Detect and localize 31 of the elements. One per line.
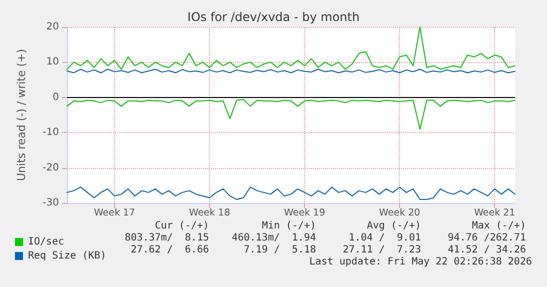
text: Avg (-/+) <box>366 220 421 232</box>
text: Last update: Fri May 22 02:26:38 2026 <box>309 256 532 268</box>
line-series <box>66 26 516 70</box>
y-tick-label: -20 <box>42 162 59 174</box>
text: 803.37m/ 8.15 <box>124 232 209 244</box>
text: Max (-/+) <box>472 220 526 232</box>
text: 94.76 /262.71 <box>448 232 526 244</box>
y-tick-label: 10 <box>46 56 59 68</box>
text: Cur (-/+) <box>154 220 209 232</box>
y-tick-label: 20 <box>46 22 59 32</box>
chart-title: IOs for /dev/xvda - by month <box>187 10 360 24</box>
legend-label: Req Size (KB) <box>28 250 106 262</box>
x-tick-label: Week 18 <box>188 208 230 218</box>
text: 7.19 / 5.18 <box>244 244 316 256</box>
x-tick-label: Week 21 <box>474 208 516 218</box>
y-tick-label: -10 <box>42 127 59 138</box>
text: Min (-/+) <box>262 220 316 232</box>
text: 460.13m/ 1.94 <box>232 232 316 244</box>
x-tick-label: Week 20 <box>379 208 420 218</box>
legend-label: IO/sec <box>28 236 64 248</box>
x-tick-label: Week 19 <box>284 208 326 218</box>
text: 41.52 / 34.26 <box>448 244 526 256</box>
y-axis-title: Units read (-) / write (+) <box>15 48 28 182</box>
text: 27.11 / 7.23 <box>342 244 421 256</box>
y-tick-label: 0 <box>52 92 59 103</box>
text: 1.04 / 9.01 <box>348 232 421 244</box>
y-tick-label: -30 <box>42 198 59 208</box>
line-series <box>66 99 516 130</box>
line-series <box>66 186 516 200</box>
text: 27.62 / 6.66 <box>130 244 209 256</box>
x-tick-label: Week 17 <box>94 208 136 218</box>
